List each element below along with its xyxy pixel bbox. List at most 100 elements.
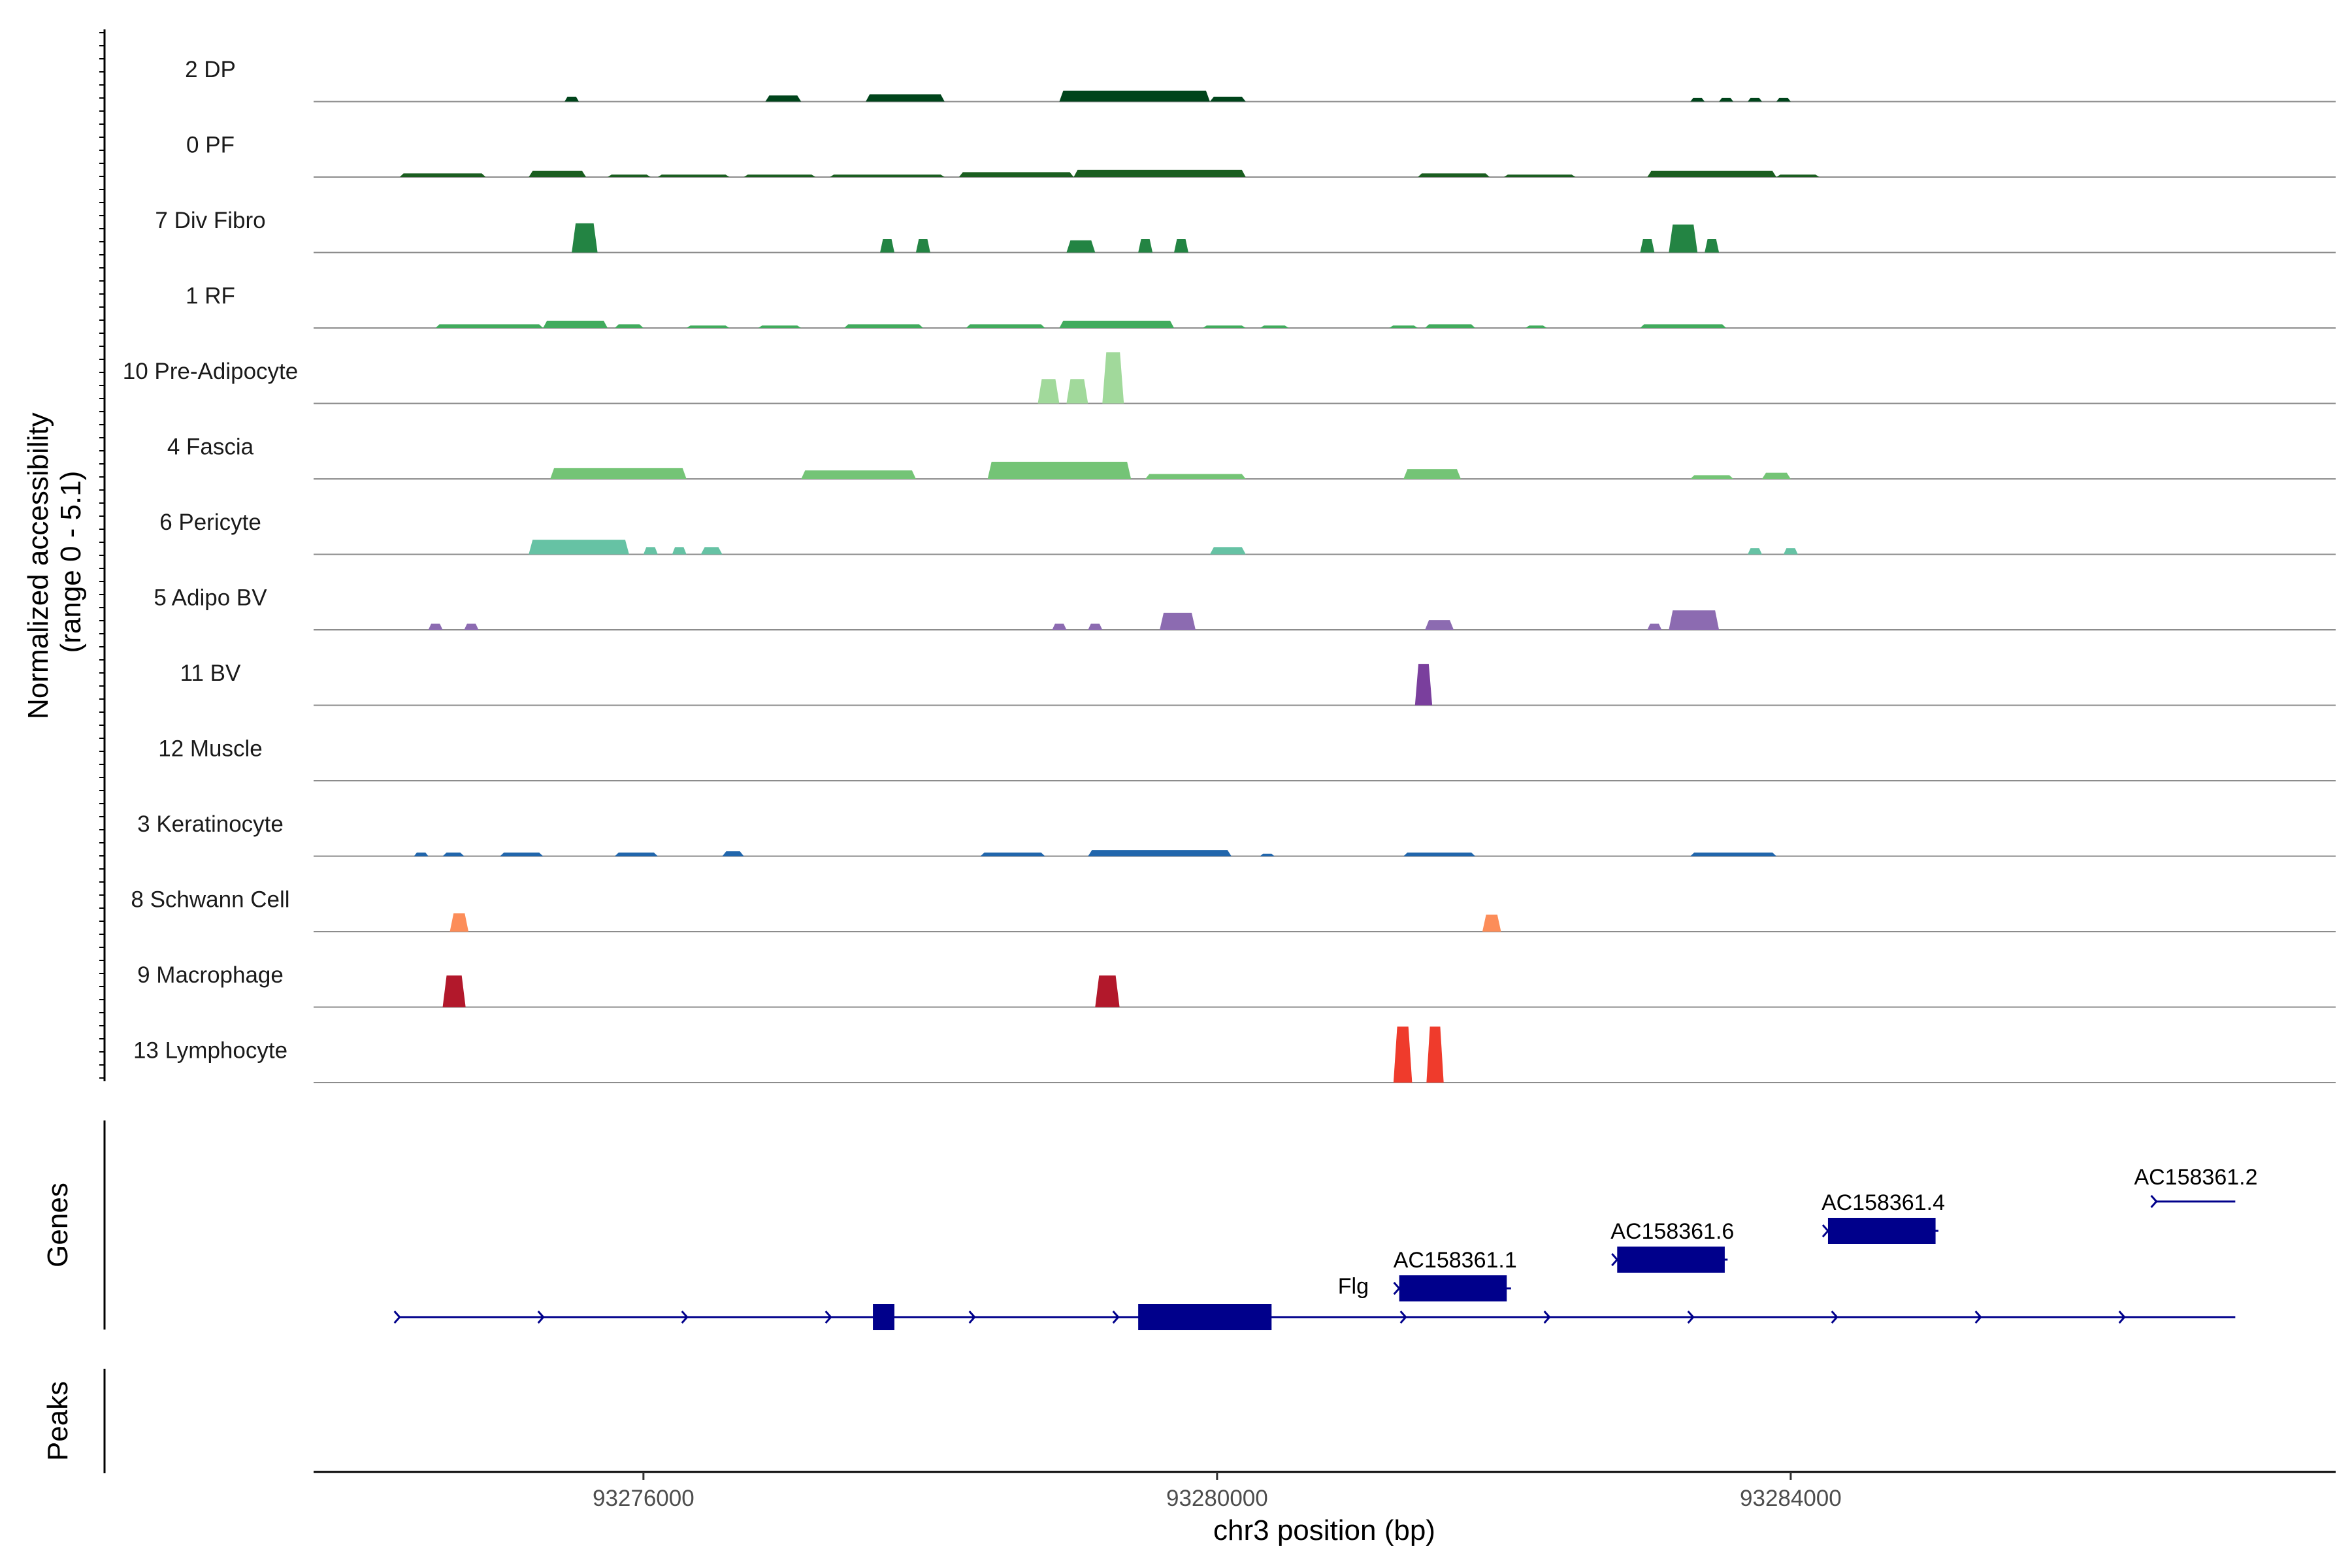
genes-panel: Flg AC158361.1 AC158361.6 AC158361.4 AC15836… xyxy=(393,1165,2258,1330)
coverage-peak xyxy=(614,324,644,328)
coverage-peak xyxy=(428,623,443,630)
coverage-peak xyxy=(442,852,465,857)
track-7: 6 Pericyte xyxy=(159,510,2336,555)
coverage-peak xyxy=(1425,620,1454,630)
x-axis-title: chr3 position (bp) xyxy=(1213,1514,1435,1546)
track-label: 9 Macrophage xyxy=(137,962,284,988)
coverage-peak xyxy=(1403,469,1462,479)
strand-arrow xyxy=(1543,1311,1551,1324)
coverage-peak xyxy=(399,173,486,177)
x-tick-label: 93276000 xyxy=(593,1486,694,1511)
coverage-peak xyxy=(1690,852,1776,857)
coverage-peak xyxy=(987,461,1132,479)
coverage-peak xyxy=(1748,97,1762,102)
x-tick-label: 93284000 xyxy=(1740,1486,1842,1511)
coverage-peak xyxy=(1260,325,1289,328)
coverage-y-axis-title: Normalized accessibility (range 0 - 5.1) xyxy=(22,404,87,719)
coverage-y-axis-ticks xyxy=(99,32,105,1079)
track-label: 0 PF xyxy=(186,133,235,158)
track-label: 3 Keratinocyte xyxy=(137,811,284,837)
coverage-peak xyxy=(1414,664,1433,706)
coverage-peak xyxy=(1705,239,1720,253)
coverage-peak xyxy=(1425,324,1475,328)
gene-label: AC158361.1 xyxy=(1394,1248,1517,1273)
track-label: 8 Schwann Cell xyxy=(131,887,289,913)
track-label: 12 Muscle xyxy=(158,736,263,762)
coverage-peak xyxy=(1102,352,1124,404)
coverage-peak xyxy=(844,324,923,328)
track-8: 5 Adipo BV xyxy=(154,585,2336,630)
coverage-peak xyxy=(1145,474,1246,479)
coverage-peak xyxy=(722,851,744,857)
track-12: 8 Schwann Cell xyxy=(131,887,2336,932)
coverage-peak xyxy=(1393,1026,1413,1083)
coverage-peak xyxy=(1748,548,1762,555)
track-label: 7 Div Fibro xyxy=(155,208,265,233)
coverage-peak xyxy=(672,547,687,555)
coverage-peak xyxy=(830,174,945,177)
coverage-peak xyxy=(1209,97,1246,102)
coverage-peak xyxy=(1066,379,1088,404)
coverage-peak xyxy=(1647,623,1662,630)
coverage-y-axis-title-line1: Normalized accessibility xyxy=(22,412,54,719)
coverage-peak xyxy=(1052,623,1067,630)
strand-arrow xyxy=(825,1311,832,1324)
coverage-peak xyxy=(500,852,544,857)
coverage-peak xyxy=(657,174,730,177)
coverage-peak xyxy=(743,174,816,177)
track-label: 1 RF xyxy=(186,284,235,309)
coverage-peak xyxy=(1776,97,1791,102)
strand-arrow xyxy=(1611,1253,1619,1266)
coverage-peak xyxy=(1095,975,1120,1007)
coverage-peak xyxy=(614,852,658,857)
coverage-peak xyxy=(1138,239,1153,253)
coverage-peak xyxy=(464,623,479,630)
coverage-peak xyxy=(1690,475,1734,479)
gene-label: Flg xyxy=(1338,1274,1369,1299)
exon xyxy=(1827,1218,1936,1244)
coverage-peak xyxy=(866,94,945,102)
coverage-peak xyxy=(1482,914,1501,932)
track-5: 10 Pre-Adipocyte xyxy=(123,352,2336,404)
coverage-peak xyxy=(966,324,1045,328)
track-11: 3 Keratinocyte xyxy=(137,811,2336,857)
track-10: 12 Muscle xyxy=(158,736,2336,781)
strand-arrow xyxy=(1831,1311,1838,1324)
coverage-peak xyxy=(958,172,1074,177)
strand-arrow xyxy=(681,1311,689,1324)
coverage-peak xyxy=(1640,324,1727,328)
coverage-peak xyxy=(529,171,587,177)
strand-arrow xyxy=(393,1311,401,1324)
coverage-peak xyxy=(414,852,429,857)
coverage-peak xyxy=(1389,325,1418,328)
coverage-peak xyxy=(915,239,930,253)
coverage-peak xyxy=(1525,325,1547,328)
gene-label: AC158361.2 xyxy=(2134,1165,2257,1190)
strand-arrow xyxy=(2118,1311,2126,1324)
coverage-peak xyxy=(1418,173,1490,177)
gene-ac158361-6: AC158361.6 xyxy=(1610,1219,1734,1273)
coverage-peak xyxy=(1088,850,1232,857)
coverage-peak xyxy=(1066,240,1096,253)
coverage-peak xyxy=(1174,239,1188,253)
exon xyxy=(1138,1304,1272,1330)
coverage-peak xyxy=(980,852,1045,857)
strand-arrow xyxy=(1393,1282,1401,1295)
track-label: 2 DP xyxy=(185,57,236,82)
gene-ac158361-4: AC158361.4 xyxy=(1821,1190,1945,1244)
coverage-peak xyxy=(1059,90,1210,102)
coverage-peak xyxy=(1088,623,1103,630)
coverage-peak xyxy=(765,95,802,102)
coverage-peak xyxy=(607,174,651,177)
coverage-peak xyxy=(1783,548,1798,555)
gene-ac158361-1: AC158361.1 xyxy=(1393,1248,1517,1301)
coverage-peak xyxy=(1209,547,1246,555)
coverage-peak xyxy=(1690,97,1705,102)
track-14: 13 Lymphocyte xyxy=(133,1026,2336,1083)
coverage-peak xyxy=(1037,379,1060,404)
peaks-axis-title: Peaks xyxy=(42,1381,74,1461)
coverage-peak xyxy=(801,470,916,479)
coverage-peak xyxy=(1426,1026,1444,1083)
coverage-peak xyxy=(435,324,544,328)
